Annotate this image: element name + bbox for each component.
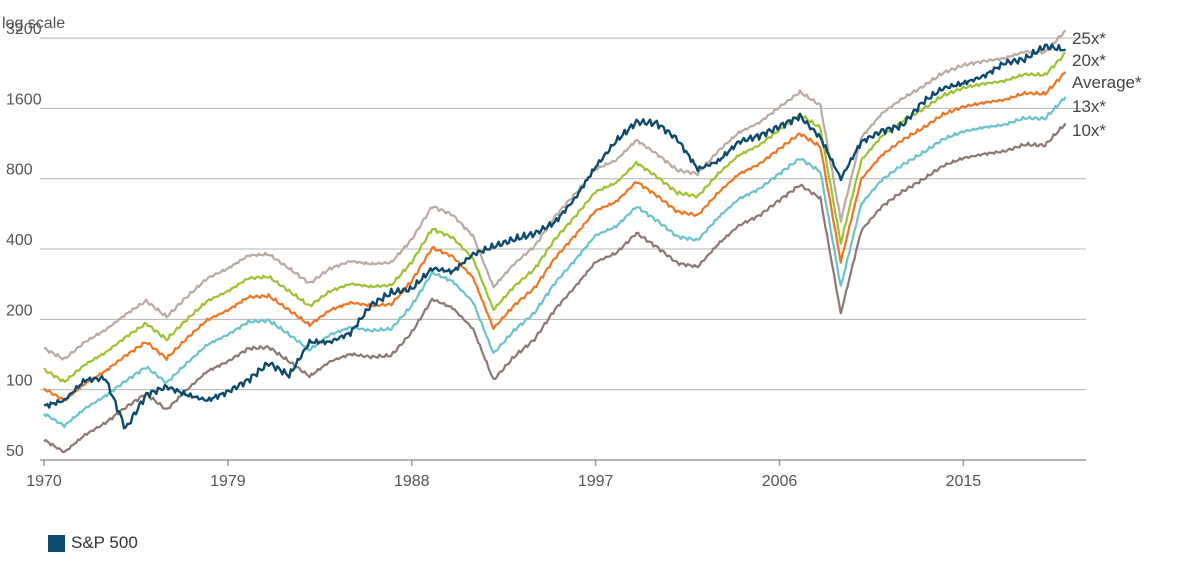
x-tick-label-1970: 1970 (26, 473, 62, 490)
series-end-labels: 25x* 20x* Average* 13x* 10x* (1072, 29, 1142, 140)
legend: S&P 500 (48, 533, 138, 553)
series-end-label-20x-: 20x* (1072, 51, 1106, 70)
x-tick-label-1988: 1988 (394, 473, 430, 490)
y-tick-label-100: 100 (6, 373, 33, 390)
series-lines (43, 29, 1067, 454)
y-tick-label-3200: 3200 (6, 21, 42, 38)
legend-label-sp500: S&P 500 (71, 533, 138, 552)
y-tick-label-400: 400 (6, 232, 33, 249)
y-tick-label-200: 200 (6, 302, 33, 319)
series-line-13x- (43, 96, 1067, 429)
y-tick-label-800: 800 (6, 162, 33, 179)
gridlines (40, 37, 1086, 391)
series-end-label-average-: Average* (1072, 73, 1142, 92)
y-tick-label-1600: 1600 (6, 91, 42, 108)
legend-swatch-sp500 (48, 534, 65, 552)
y-tick-label-50: 50 (6, 443, 24, 460)
y-axis-title: log scale (2, 15, 65, 32)
x-tick-label-1997: 1997 (578, 473, 614, 490)
series-end-label-25x-: 25x* (1072, 29, 1106, 48)
x-tick-label-1979: 1979 (210, 473, 246, 490)
x-tick-label-2006: 2006 (762, 473, 798, 490)
series-line-25x- (43, 29, 1067, 361)
x-tick-label-2015: 2015 (946, 473, 982, 490)
series-line-10x- (43, 122, 1067, 454)
series-end-label-10x-: 10x* (1072, 121, 1106, 140)
series-line-average- (43, 71, 1067, 402)
series-line-s-p-500 (43, 43, 1066, 430)
series-end-label-13x-: 13x* (1072, 97, 1106, 116)
